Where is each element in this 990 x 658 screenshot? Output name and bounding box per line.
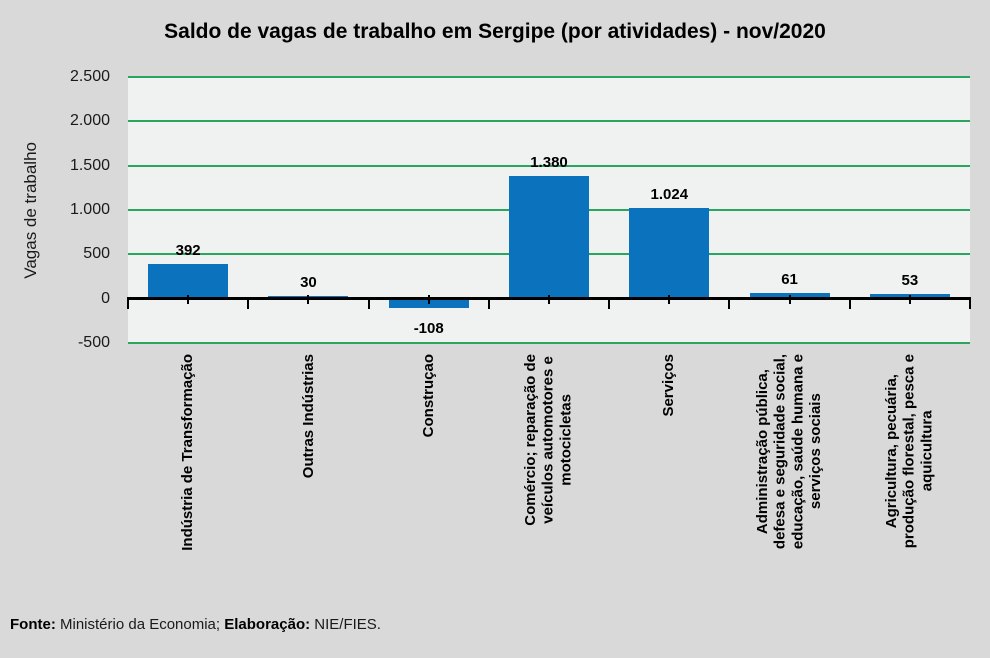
y-tick-label: 1.000 [69, 201, 110, 218]
category-label: Indústria de Transformação [128, 354, 248, 640]
bar-value-label: 61 [781, 271, 798, 289]
y-tick-label: 0 [101, 289, 110, 307]
bar [629, 207, 710, 299]
category-label-text: Serviços [660, 354, 678, 417]
category-label-text: Construçao [419, 354, 437, 438]
x-axis-minor-tick [187, 294, 190, 304]
category-label: Outras Indústrias [248, 354, 368, 640]
x-axis-minor-tick [427, 294, 430, 304]
x-axis-tick [247, 299, 250, 309]
elaboracao-label: Elaboração: [224, 616, 311, 633]
y-tick-label: -500 [77, 334, 110, 351]
category-label-text: Administração pública, defesa e segurida… [754, 354, 825, 550]
bar [509, 176, 589, 299]
bar-value-label: 1.024 [650, 185, 689, 203]
bar-value-label: 392 [175, 241, 201, 259]
gridline [128, 120, 970, 123]
source-note: Fonte: Ministério da Economia; Elaboraçã… [10, 616, 381, 633]
x-axis-minor-tick [668, 294, 671, 304]
category-label-text: Agricultura, pecuária, produção floresta… [883, 354, 936, 549]
x-axis-tick [969, 299, 971, 309]
category-label-text: Indústria de Transformação [179, 354, 197, 551]
bar-value-label: 30 [300, 274, 317, 291]
x-axis-tick [127, 299, 129, 309]
fonte-label: Fonte: [10, 616, 56, 633]
x-axis-tick [367, 299, 370, 309]
elaboracao-text: NIE/FIES. [310, 616, 381, 633]
bar [148, 263, 229, 299]
x-axis-minor-tick [307, 294, 310, 304]
y-tick-label: 500 [83, 245, 110, 263]
gridline [128, 76, 970, 78]
y-tick-label: 1.500 [69, 156, 110, 174]
category-label: Serviços [609, 354, 729, 640]
chart-title: Saldo de vagas de trabalho em Sergipe (p… [164, 20, 826, 43]
bar-value-label: 53 [901, 271, 919, 289]
bar-value-label: -108 [413, 320, 444, 338]
fonte-text: Ministério da Economia; [55, 616, 225, 633]
y-tick-label: 2.500 [69, 68, 110, 85]
x-axis-tick [487, 299, 490, 309]
gridline [128, 164, 970, 167]
gridline [128, 342, 970, 344]
category-label-text: Outras Indústrias [299, 354, 317, 479]
x-axis-tick [848, 299, 851, 309]
x-axis-tick [728, 299, 731, 309]
x-axis-minor-tick [548, 294, 550, 304]
category-label: Agricultura, pecuária, produção floresta… [850, 354, 970, 640]
category-label-text: Comércio; reparação de veículos automoto… [522, 354, 575, 526]
category-label: Administração pública, defesa e segurida… [729, 354, 849, 640]
x-axis-minor-tick [908, 294, 911, 304]
category-label: Construçao [369, 354, 489, 640]
category-label: Comércio; reparação de veículos automoto… [489, 354, 609, 640]
bar-value-label: 1.380 [530, 154, 568, 172]
x-axis-tick [608, 299, 611, 309]
y-tick-label: 2.000 [69, 112, 110, 130]
x-axis-minor-tick [788, 294, 791, 304]
